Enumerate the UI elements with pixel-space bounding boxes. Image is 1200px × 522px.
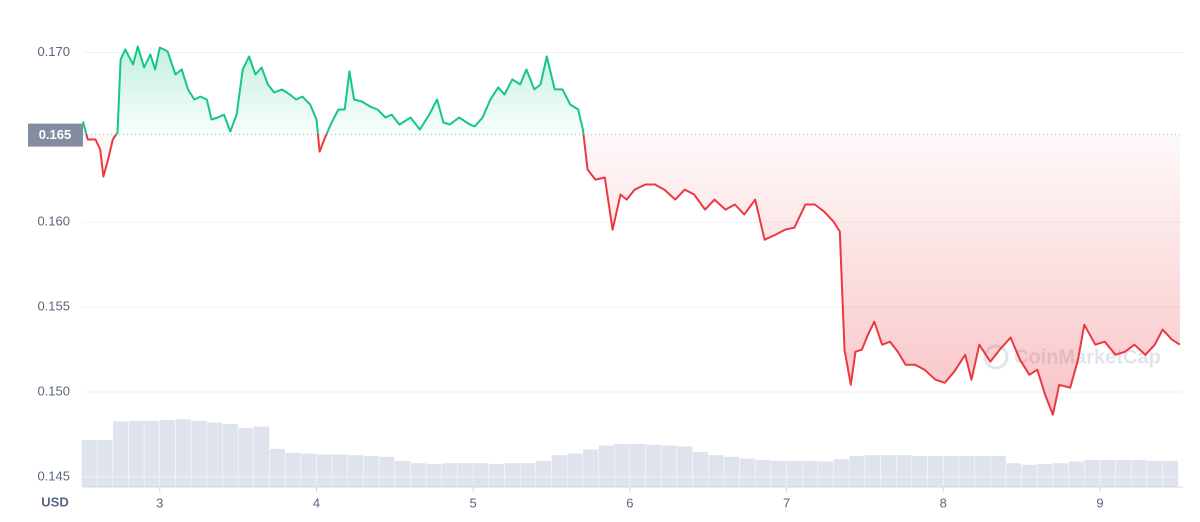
volume-bar bbox=[1052, 462, 1069, 488]
y-tick-label: 0.155 bbox=[37, 299, 70, 314]
volume-bar bbox=[81, 439, 98, 488]
plot-layer: 0.165 bbox=[28, 45, 1183, 416]
volume-bar bbox=[958, 455, 975, 488]
volume-bar bbox=[316, 454, 333, 488]
volume-bar bbox=[253, 426, 270, 488]
grid-layer: 0.145 0.150 0.155 0.160 0.170 3 4 5 6 7 8 9 bbox=[37, 44, 1183, 510]
volume-bar bbox=[911, 455, 928, 488]
volume-bar bbox=[708, 454, 725, 488]
volume-bar bbox=[96, 439, 113, 488]
volume-bar bbox=[943, 455, 960, 488]
volume-bar bbox=[661, 445, 678, 488]
baseline-label: 0.165 bbox=[39, 127, 72, 142]
volume-bar bbox=[692, 451, 709, 488]
volume-bar bbox=[1115, 459, 1132, 488]
volume-bar bbox=[1084, 459, 1101, 488]
volume-bar bbox=[378, 456, 396, 488]
x-tick-label: 4 bbox=[313, 495, 320, 510]
y-tick-label: 0.160 bbox=[37, 214, 70, 229]
volume-bar bbox=[739, 458, 756, 488]
volume-bar bbox=[1131, 459, 1148, 488]
x-tick-label: 7 bbox=[783, 495, 790, 510]
volume-bar bbox=[755, 459, 772, 488]
volume-bar bbox=[849, 455, 866, 488]
y-tick-label: 0.145 bbox=[37, 468, 70, 483]
volume-bar bbox=[1099, 459, 1116, 488]
x-tick-label: 5 bbox=[470, 495, 477, 510]
y-tick-label: 0.170 bbox=[37, 44, 70, 59]
volume-bar bbox=[331, 454, 349, 488]
volume-bar bbox=[1162, 460, 1179, 488]
volume-bar bbox=[880, 454, 897, 488]
volume-bar bbox=[723, 456, 740, 488]
volume-bar bbox=[1021, 464, 1038, 488]
volume-bar bbox=[566, 453, 584, 488]
volume-bar bbox=[864, 454, 881, 488]
volume-bar bbox=[974, 455, 991, 488]
volume-bar bbox=[347, 454, 364, 488]
volume-bar bbox=[833, 458, 850, 488]
volume-bar bbox=[896, 454, 913, 488]
volume-bar bbox=[582, 449, 599, 488]
volume-bar bbox=[519, 462, 537, 488]
volume-bar bbox=[300, 453, 317, 488]
volume-bar bbox=[425, 463, 443, 488]
volume-bar bbox=[472, 462, 490, 488]
volume-bar bbox=[441, 462, 458, 488]
volume-bar bbox=[770, 460, 787, 488]
volume-bar bbox=[551, 454, 568, 488]
volume-bar bbox=[598, 445, 615, 488]
volume-bar bbox=[363, 455, 380, 488]
volume-bar bbox=[786, 460, 803, 488]
volume-bar bbox=[488, 463, 505, 488]
volume-bar bbox=[990, 455, 1007, 488]
volume-bar bbox=[284, 452, 302, 488]
x-tick-label: 6 bbox=[626, 495, 633, 510]
volume-bar bbox=[1037, 463, 1054, 488]
volume-bar bbox=[927, 455, 944, 488]
x-tick-label: 9 bbox=[1096, 495, 1103, 510]
baseline-label-box bbox=[28, 123, 83, 147]
volume-bar bbox=[1005, 462, 1022, 488]
volume-bar bbox=[1146, 460, 1163, 488]
y-unit: USD bbox=[41, 494, 68, 509]
volume-bar bbox=[457, 462, 474, 488]
volume-bar bbox=[802, 460, 819, 488]
x-tick-label: 8 bbox=[940, 495, 947, 510]
volume-bar bbox=[629, 443, 646, 488]
x-tick-label: 3 bbox=[156, 495, 163, 510]
volume-bar bbox=[535, 460, 552, 488]
y-tick-label: 0.150 bbox=[37, 383, 70, 398]
volume-bar bbox=[504, 462, 521, 488]
price-line bbox=[82, 45, 1181, 416]
volume-bar bbox=[222, 423, 239, 488]
volume-bar bbox=[645, 444, 662, 488]
volume-bar bbox=[269, 448, 286, 488]
volume-bar bbox=[410, 462, 427, 488]
volume-bar bbox=[613, 443, 631, 488]
volume-bar bbox=[237, 427, 254, 488]
volume-bar bbox=[676, 446, 693, 488]
volume-bar bbox=[1068, 461, 1085, 488]
area-fill bbox=[83, 46, 1180, 415]
volume-bar bbox=[394, 460, 411, 488]
volume-bar bbox=[817, 461, 834, 488]
